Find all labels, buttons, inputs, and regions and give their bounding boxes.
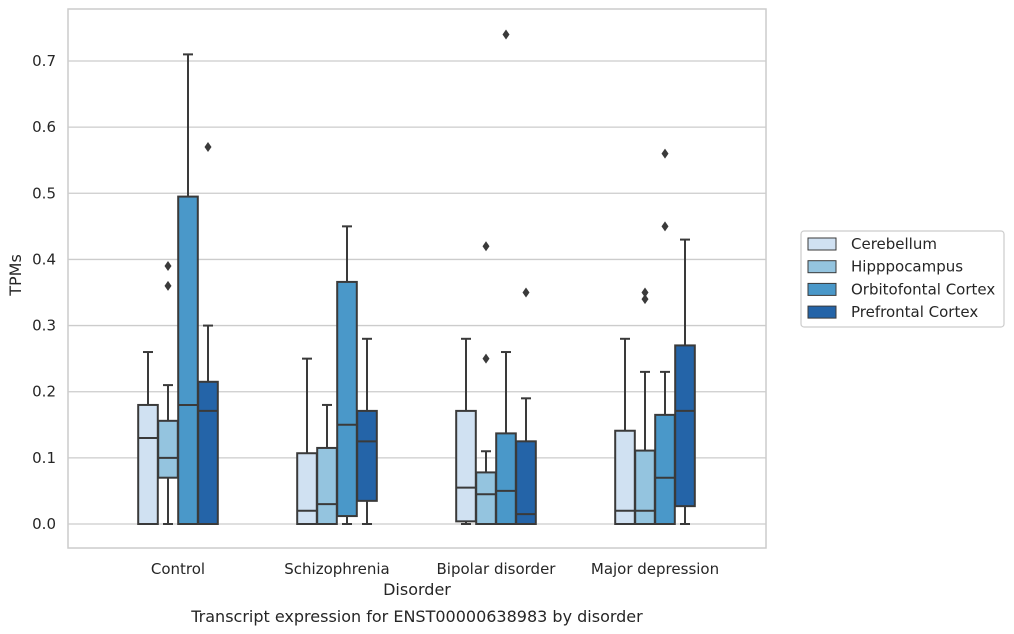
y-tick-label: 0.5 <box>32 184 56 202</box>
iqr-box <box>515 440 537 526</box>
box-orbitofontal-cortex-control <box>177 53 199 525</box>
box-prefrontal-cortex-control <box>197 141 219 525</box>
outlier-point <box>641 287 649 298</box>
outlier-point <box>641 294 649 305</box>
outlier-point <box>164 280 172 291</box>
legend-swatch <box>807 260 837 274</box>
outlier-point <box>661 148 669 159</box>
legend-label: Hipppocampus <box>851 258 963 276</box>
box-orbitofontal-cortex-major-depression <box>654 148 676 525</box>
y-tick-label: 0.4 <box>32 250 56 268</box>
iqr-box <box>177 195 199 525</box>
iqr-box <box>495 432 517 525</box>
x-tick-label: Schizophrenia <box>284 560 389 578</box>
iqr-box <box>296 452 318 525</box>
iqr-box <box>157 419 179 479</box>
legend-label: Prefrontal Cortex <box>851 303 978 321</box>
x-axis-title: Disorder <box>383 580 451 599</box>
iqr-box <box>316 446 338 525</box>
y-tick-label: 0.2 <box>32 383 56 401</box>
iqr-box <box>654 413 676 525</box>
x-tick-label: Control <box>151 560 205 578</box>
chart-caption: Transcript expression for ENST0000063898… <box>190 607 643 626</box>
box-orbitofontal-cortex-schizophrenia <box>336 225 358 525</box>
legend-swatch <box>807 282 837 296</box>
box-cerebellum-bipolar-disorder <box>455 337 477 525</box>
outlier-point <box>482 353 490 364</box>
box-hipppocampus-major-depression <box>634 287 656 525</box>
outlier-point <box>204 141 212 152</box>
iqr-box <box>197 380 219 525</box>
y-tick-label: 0.7 <box>32 52 56 70</box>
outlier-point <box>502 29 510 40</box>
y-axis-title: TPMs <box>6 254 25 297</box>
box-hipppocampus-bipolar-disorder <box>475 241 497 525</box>
iqr-box <box>356 409 378 502</box>
iqr-box <box>634 449 656 525</box>
legend-label: Cerebellum <box>851 235 937 253</box>
box-cerebellum-major-depression <box>614 337 636 526</box>
y-tick-label: 0.3 <box>32 317 56 335</box>
iqr-box <box>475 471 497 525</box>
iqr-box <box>336 280 358 518</box>
box-prefrontal-cortex-bipolar-disorder <box>515 287 537 526</box>
x-tick-label: Major depression <box>591 560 719 578</box>
legend-swatch <box>807 237 837 251</box>
box-cerebellum-schizophrenia <box>296 357 318 525</box>
y-tick-label: 0.6 <box>32 118 56 136</box>
outlier-point <box>661 221 669 232</box>
iqr-box <box>674 344 696 508</box>
box-prefrontal-cortex-major-depression <box>674 238 696 525</box>
iqr-box <box>455 409 477 523</box>
y-tick-label: 0.1 <box>32 449 56 467</box>
legend: Cerebellum Hipppocampus Orbitofontal Corte… <box>800 230 1005 328</box>
outlier-point <box>164 261 172 272</box>
outlier-point <box>522 287 530 298</box>
x-tick-label: Bipolar disorder <box>437 560 557 578</box>
box-orbitofontal-cortex-bipolar-disorder <box>495 29 517 525</box>
plot-area-frame <box>67 8 767 549</box>
box-prefrontal-cortex-schizophrenia <box>356 337 378 525</box>
y-tick-label: 0.0 <box>32 515 56 533</box>
legend-frame <box>800 230 1005 328</box>
box-cerebellum-control <box>137 351 159 526</box>
box-hipppocampus-schizophrenia <box>316 403 338 525</box>
outlier-point <box>482 241 490 252</box>
legend-swatch <box>807 305 837 319</box>
iqr-box <box>137 403 159 526</box>
legend-label: Orbitofontal Cortex <box>851 280 995 298</box>
box-hipppocampus-control <box>157 261 179 525</box>
